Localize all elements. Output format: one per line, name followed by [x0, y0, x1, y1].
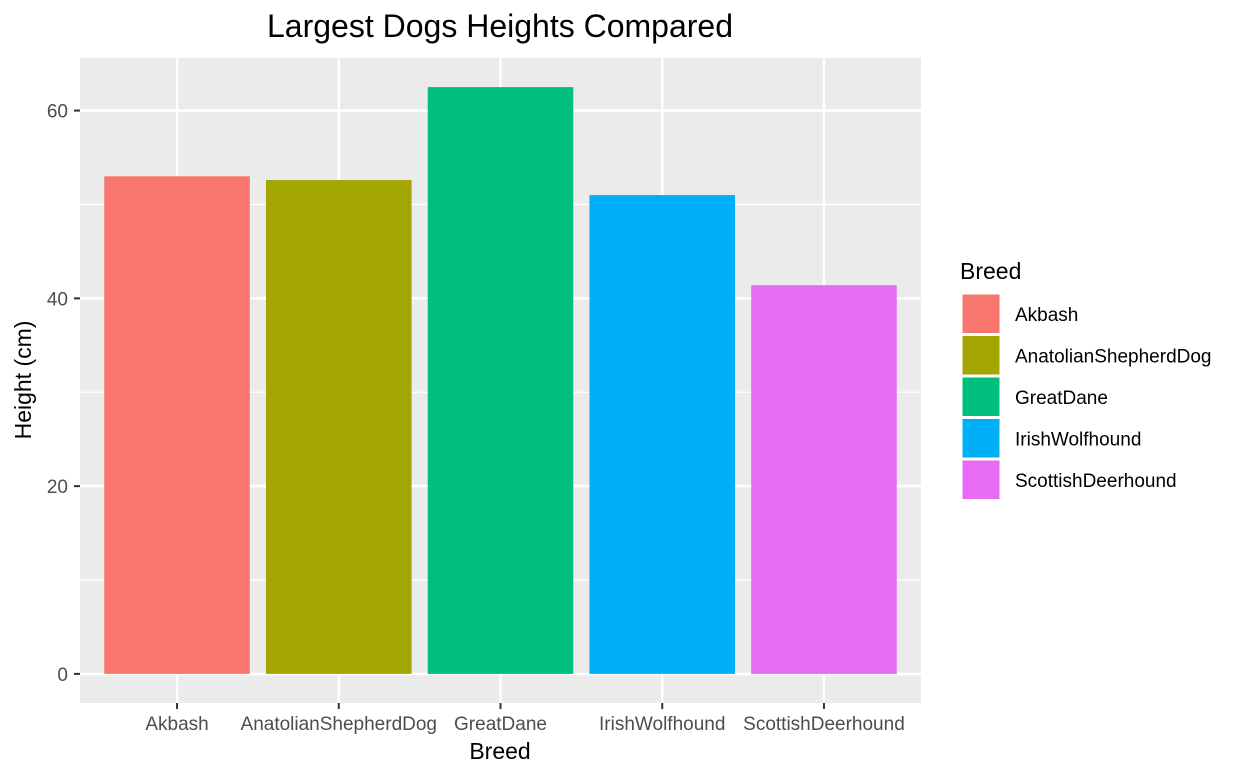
legend: Breed Akbash AnatolianShepherdDog GreatDan… — [960, 258, 1212, 500]
x-axis-ticks: Akbash AnatolianShepherdDog GreatDane Irish… — [145, 703, 905, 735]
y-axis-title: Height (cm) — [10, 321, 36, 440]
bar — [751, 285, 897, 674]
legend-label: IrishWolfhound — [1015, 429, 1141, 450]
legend-key — [961, 376, 1001, 417]
y-axis-ticks: 0 20 40 60 — [47, 102, 80, 686]
legend-key — [961, 418, 1001, 459]
x-tick-label: Akbash — [145, 714, 208, 735]
chart-title: Largest Dogs Heights Compared — [267, 8, 733, 44]
y-tick-label: 60 — [47, 102, 68, 123]
x-tick-label: AnatolianShepherdDog — [241, 714, 438, 735]
y-tick-label: 20 — [47, 477, 68, 498]
legend-key — [961, 459, 1001, 500]
legend-label: GreatDane — [1015, 388, 1108, 409]
legend-label: Akbash — [1015, 305, 1078, 326]
bar — [265, 180, 412, 674]
y-tick-label: 40 — [47, 289, 68, 310]
legend-key — [961, 293, 1001, 334]
legend-key — [961, 335, 1001, 376]
bar — [589, 195, 736, 674]
bar — [427, 87, 574, 674]
bars — [104, 87, 897, 674]
x-tick-label: ScottishDeerhound — [743, 714, 905, 735]
legend-label: AnatolianShepherdDog — [1015, 346, 1212, 367]
legend-label: ScottishDeerhound — [1015, 471, 1177, 492]
x-tick-label: IrishWolfhound — [599, 714, 725, 735]
x-tick-label: GreatDane — [454, 714, 547, 735]
legend-items: Akbash AnatolianShepherdDog GreatDane Irish… — [961, 293, 1212, 500]
x-axis-title: Breed — [469, 738, 530, 764]
y-tick-label: 0 — [57, 665, 68, 686]
bar — [104, 176, 250, 674]
legend-title: Breed — [960, 258, 1021, 284]
